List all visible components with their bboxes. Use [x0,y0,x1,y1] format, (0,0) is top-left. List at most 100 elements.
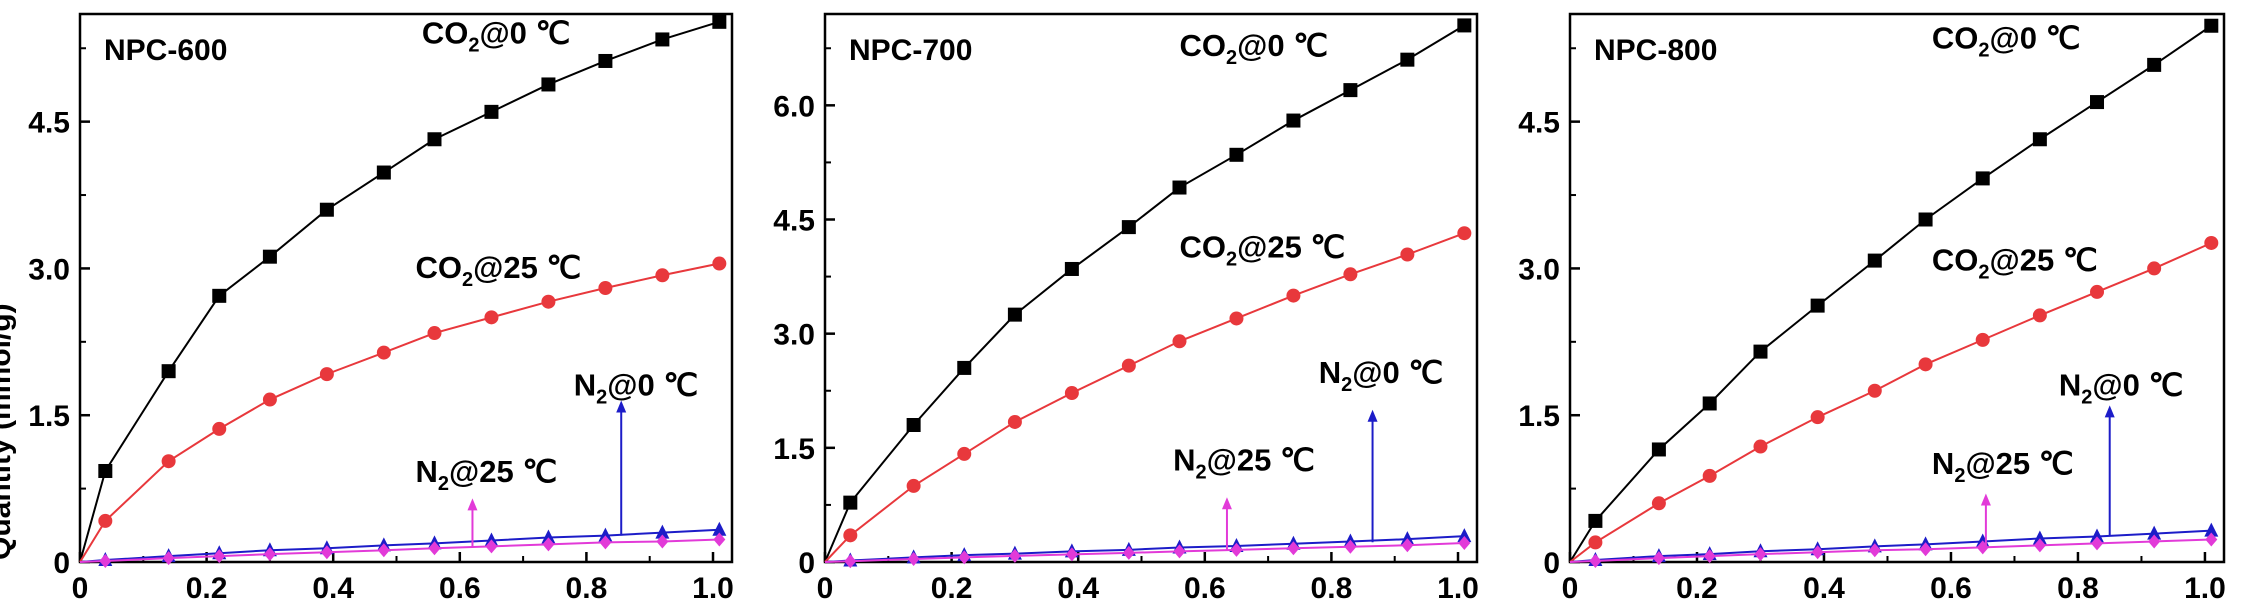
panel-title: NPC-600 [104,34,227,67]
x-tick-label: 0.6 [1184,572,1226,605]
data-point [843,495,858,510]
data-point [655,32,670,47]
series-label: CO2@0 ℃ [422,15,571,56]
data-point [213,549,226,564]
data-point [1810,298,1825,313]
series-label: CO2@25 ℃ [1932,242,2098,283]
data-point [263,547,276,562]
data-point [1007,414,1022,429]
data-point [1867,253,1882,268]
data-point [2090,284,2105,299]
plot-frame [823,12,1479,564]
panel-title: NPC-700 [849,34,972,67]
x-tick-label: 0.6 [439,572,481,605]
data-point [542,537,555,552]
data-point [655,268,670,283]
data-point [1868,543,1881,558]
y-tick-label: 0 [53,547,70,580]
data-point [99,554,112,569]
data-point [957,360,972,375]
panel-npc-700: 0 0.2 0.4 0.6 0.8 1.0 0 1.5 3.0 4.5 6.0 NPC-700 CO2@… [773,12,1479,605]
x-tick-label: 0.4 [1057,572,1099,605]
data-point [262,392,277,407]
data-point [1918,212,1933,227]
data-point [212,288,227,303]
data-point [2033,538,2046,553]
data-point [1400,247,1415,262]
data-point [1867,383,1882,398]
data-point [2032,132,2047,147]
y-tick-label: 1.5 [773,433,815,466]
x-tick-label: 0.8 [566,572,608,605]
y-tick-label: 3.0 [773,319,815,352]
y-tick-label: 6.0 [773,90,815,123]
data-point [1121,220,1136,235]
series-line [79,262,720,563]
annotation-arrow [1367,409,1378,543]
y-tick-label: 3.0 [1518,253,1560,286]
series-circle [1569,235,2219,563]
series-triangle-up [824,528,1472,567]
data-point [377,543,390,558]
series-line [824,541,1465,563]
data-point [427,132,442,147]
x-tick-label: 0.2 [931,572,973,605]
y-tick-label: 4.5 [28,107,70,140]
data-point [319,367,334,382]
data-point [655,524,670,539]
y-tick-label: 1.5 [1518,400,1560,433]
data-point [2032,308,2047,323]
data-point [2204,235,2219,250]
data-point [2147,57,2162,72]
data-point [1651,496,1666,511]
data-point [1753,439,1768,454]
x-tick-label: 0 [1562,572,1579,605]
data-point [1703,549,1716,564]
series-diamond [824,535,1471,569]
y-tick-label: 0 [1543,547,1560,580]
data-point [599,535,612,550]
y-tick-label: 3.0 [28,253,70,286]
data-point [1400,52,1415,67]
data-point [1754,547,1767,562]
data-point [2091,536,2104,551]
panel-npc-600: 0 0.2 0.4 0.6 0.8 1.0 0 1.5 3.0 4.5 NPC-600 CO2@0 ℃… [28,12,734,605]
series-label: N2@0 ℃ [574,368,698,409]
data-point [844,554,857,569]
data-point [712,14,727,29]
series-label: N2@25 ℃ [1173,443,1315,484]
data-point [1172,334,1187,349]
data-point [1007,307,1022,322]
series-label: CO2@25 ℃ [415,250,581,291]
data-point [1008,548,1021,563]
data-point [2147,525,2162,540]
data-point [484,104,499,119]
data-point [1401,538,1414,553]
data-point [713,532,726,547]
x-tick-label: 0.8 [2057,572,2099,605]
data-point [541,529,556,544]
series-line [1569,538,2212,563]
data-point [906,418,921,432]
data-point [1588,535,1603,550]
data-point [1457,528,1472,543]
data-point [1589,554,1602,569]
data-point [1230,542,1243,557]
data-point [1122,545,1135,560]
data-point [1229,147,1244,162]
panel-npc-800: 0 0.2 0.4 0.6 0.8 1.0 0 1.5 3.0 4.5 NPC-800 CO2@0 ℃… [1518,12,2226,605]
data-point [1458,535,1471,550]
data-point [376,345,391,360]
data-point [1121,358,1136,373]
data-point [1287,541,1300,556]
data-point [2204,522,2219,537]
data-point [98,463,113,478]
series-diamond [79,532,726,569]
data-point [1918,357,1933,372]
data-point [598,53,613,68]
series-diamond [1569,532,2218,569]
data-point [98,513,113,528]
x-tick-label: 0.2 [1676,572,1718,605]
data-point [1811,545,1824,560]
data-point [1344,539,1357,554]
